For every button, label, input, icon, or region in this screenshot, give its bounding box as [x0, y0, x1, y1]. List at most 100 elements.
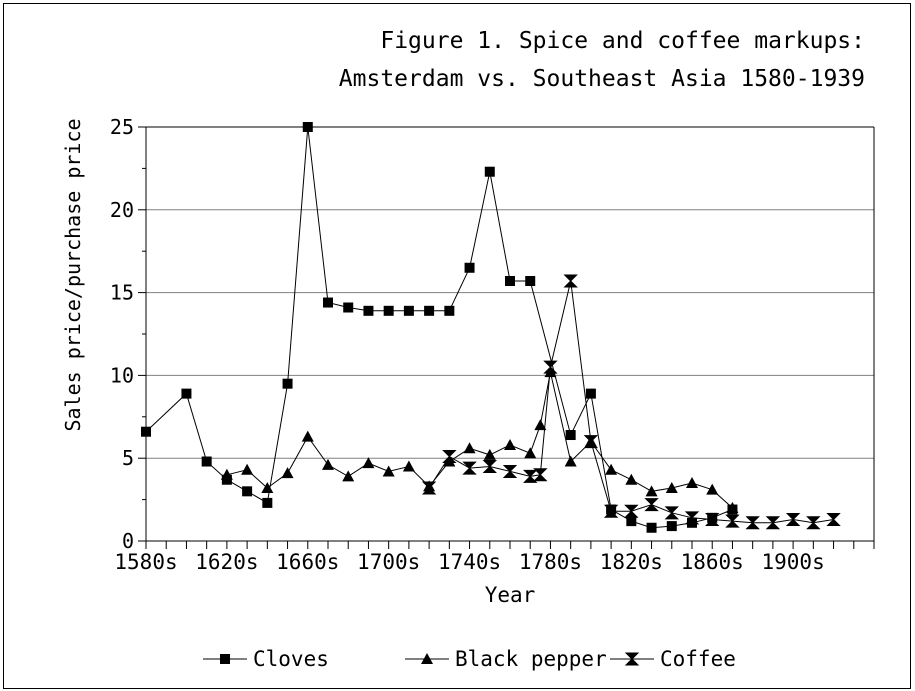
coffee-point: [502, 464, 518, 478]
series-cloves: [141, 122, 738, 533]
cloves-point: [666, 521, 677, 532]
cloves-point: [403, 305, 414, 316]
cloves-point: [262, 497, 273, 508]
coffee-point: [583, 435, 599, 449]
black-pepper-point: [524, 447, 537, 459]
cloves-point: [363, 305, 374, 316]
y-tick-label: 15: [110, 281, 134, 305]
legend-label-black-pepper: Black pepper: [455, 647, 607, 671]
x-tick-label: 1620s: [195, 550, 258, 574]
tick-marks: [138, 126, 875, 549]
legend-marker-square: [220, 654, 230, 664]
black-pepper-point: [726, 501, 739, 513]
legend-label-coffee: Coffee: [660, 647, 736, 671]
cloves-point: [585, 388, 596, 399]
chart-title-line-1: Figure 1. Spice and coffee markups:: [380, 28, 865, 54]
x-tick-label: 1700s: [357, 550, 420, 574]
x-tick-label: 1780s: [519, 550, 582, 574]
y-tick-label: 20: [110, 198, 134, 222]
coffee-point: [725, 514, 740, 528]
coffee-point: [806, 516, 821, 530]
black-pepper-point: [504, 438, 516, 450]
black-pepper-point: [483, 448, 496, 460]
y-tick-label: 10: [110, 363, 134, 387]
black-pepper-point: [261, 482, 274, 494]
y-tick-label: 25: [110, 115, 134, 139]
gridlines: [146, 209, 874, 459]
series-group: [141, 122, 841, 533]
coffee-point: [765, 516, 781, 530]
legend-label-cloves: Cloves: [253, 647, 329, 671]
cloves-point: [464, 262, 475, 273]
x-axis-title: Year: [485, 583, 536, 607]
cloves-point: [383, 305, 394, 316]
cloves-point: [626, 516, 637, 527]
cloves-point: [565, 430, 576, 441]
black-pepper-point: [342, 470, 355, 482]
coffee-point: [664, 506, 679, 520]
coffee-point: [705, 512, 720, 526]
cloves-point: [302, 122, 313, 132]
legend-item-coffee: Coffee: [610, 647, 736, 671]
coffee-point: [462, 461, 477, 475]
black-pepper-point: [322, 458, 334, 470]
y-tick-labels: 0 5 10 15 20 25: [110, 115, 134, 553]
y-tick-label: 0: [122, 529, 134, 553]
cloves-point: [181, 388, 192, 399]
black-pepper-point: [220, 468, 233, 480]
black-pepper-point: [665, 482, 678, 494]
cloves-point: [282, 378, 293, 389]
black-pepper-point: [301, 430, 314, 442]
black-pepper-point: [281, 467, 294, 479]
cloves-point: [484, 166, 495, 177]
series-coffee: [421, 274, 841, 530]
cloves-point: [141, 426, 151, 437]
black-pepper-point: [645, 485, 658, 497]
black-pepper-point: [402, 460, 415, 472]
coffee-point: [644, 498, 659, 512]
coffee-point: [543, 360, 558, 374]
coffee-point: [785, 512, 801, 526]
x-tick-label: 1660s: [276, 550, 339, 574]
coffee-point: [442, 450, 457, 464]
coffee-point: [684, 511, 700, 525]
black-pepper-point: [382, 465, 395, 477]
x-tick-labels: 1580s 1620s 1660s 1700s 1740s 1780s 1820s 1860s…: [114, 550, 824, 574]
legend-marker-hourglass: [624, 652, 640, 666]
cloves-point: [505, 276, 515, 287]
cloves-point: [444, 305, 455, 316]
legend-item-cloves: Cloves: [203, 647, 329, 671]
y-tick-label: 5: [122, 446, 134, 470]
coffee-point: [603, 504, 619, 518]
cloves-point: [323, 297, 333, 308]
coffee-point: [745, 516, 760, 530]
black-pepper-point: [534, 419, 547, 431]
axes: [145, 126, 875, 542]
chart-title-line-2: Amsterdam vs. Southeast Asia 1580-1939: [338, 66, 865, 92]
black-pepper-point: [706, 483, 719, 495]
black-pepper-point: [605, 463, 618, 475]
series-black-pepper: [220, 366, 739, 513]
coffee-point: [482, 459, 497, 473]
black-pepper-point: [686, 477, 698, 489]
chart-frame: Figure 1. Spice and coffee markups: Amst…: [3, 3, 911, 689]
black-pepper-point: [362, 457, 375, 469]
y-axis-title: Sales price/purchase price: [61, 118, 85, 431]
legend-marker-triangle: [421, 653, 433, 664]
coffee-point: [826, 512, 841, 526]
coffee-point: [533, 468, 548, 482]
black-pepper-point: [241, 463, 254, 475]
black-pepper-point: [564, 455, 577, 467]
x-tick-label: 1820s: [600, 550, 663, 574]
cloves-line: [145, 126, 733, 529]
cloves-point: [201, 456, 212, 467]
x-tick-label: 1900s: [762, 550, 825, 574]
x-tick-label: 1860s: [681, 550, 744, 574]
cloves-point: [424, 305, 435, 316]
cloves-point: [343, 302, 354, 313]
coffee-point: [421, 481, 437, 495]
cloves-point: [242, 486, 253, 497]
coffee-point: [624, 504, 639, 518]
black-pepper-point: [625, 473, 638, 485]
